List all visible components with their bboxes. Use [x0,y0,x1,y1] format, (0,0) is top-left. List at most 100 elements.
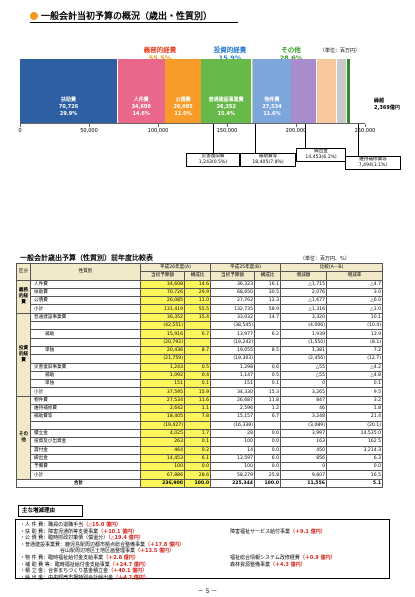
cell-value: 1.8 [326,404,384,414]
cell-value: 3,265 [280,387,328,397]
callout-disaster: 災害復旧費 1,243(0.5%) [186,153,240,167]
group-cell: その他 [16,395,31,480]
cell-value: 1,147 [210,370,256,381]
table-row: 補助 15,916 6.7 13,977 6.2 1,939 13.9 [17,329,384,339]
cell-value: 2,596 [210,404,256,414]
cell-value: △4.2 [326,362,384,372]
cell-value: (21,759) [140,354,185,364]
table-row: 維持補修費 2,642 1.1 2,596 1.2 46 1.8 [17,404,384,414]
cell-value: 55.5 [183,304,212,314]
cell-value: 450 [280,445,328,455]
table-unit: （単位：百万円、%） [300,256,350,262]
cell-value: 58,279 [210,470,256,480]
cell-value: 15.9 [183,387,212,397]
cell-value: △55 [280,370,328,381]
reason-item: ・繰 出 金：中央卸売市場特別会計繰出金（＋4.2 億円） [20,574,149,581]
table-row: その他 物件費 27,534 11.6 26,687 11.8 847 3.2 [16,395,384,480]
x-tick-mark [20,124,21,127]
cell-value: 1.1 [183,404,212,414]
cell-name: 小計 [30,304,141,314]
subheader-amount: 当初予算額 [140,271,185,281]
table-row: (21,759) (19,303) (2,456) (12.7) [17,354,384,364]
cell-value: 11,556 [280,478,328,489]
cell-value: 11.8 [254,395,282,406]
table-row: 投資的経費 普通建設事業費 36,352 15.4 33,032 14.7 3,320 10.… [16,312,384,397]
cell-value: 0.0 [254,437,282,447]
category-investment: 投資的経費 15.9% [200,46,260,62]
cell-name: 補助 [30,370,141,381]
bar-segment [291,59,317,123]
cell-value: 225,344 [210,478,256,489]
cell-value: 15,157 [210,412,256,422]
cell-value: 100 [210,437,256,447]
cell-value: 3.2 [326,395,384,406]
cell-value: 3,248 [280,412,328,422]
cell-value: 34,330 [210,387,256,397]
bar-segment: 普通建設事業費 36,352 15.4% [201,59,251,123]
x-tick-label: 100,000 [147,128,169,134]
cell-value: △4.7 [326,279,384,289]
table-body: 義務的経費 人件費 34,608 14.6 36,323 16.1 △1,715 △4.7 扶助… [16,279,384,489]
callout-maintenance: 維持補修費等 7,494(3.1%) [345,156,401,170]
cell-value: 13,597 [210,453,256,464]
table-row: 積立金 4,025 1.7 28 0.0 3,997 14,535.0 [17,428,384,439]
bar-segment: 物件費 27,534 11.6% [253,59,291,123]
cell-value: 0.4 [183,370,212,381]
cell-value: 6.3 [326,453,384,464]
cell-name: 繰出金 [30,453,141,464]
cell-value: 14,453 [140,453,185,464]
cell-name: 扶助費 [30,287,141,298]
bar-segment: 扶助費 70,726 29.9% [20,59,118,123]
cell-value: 0.1 [183,437,212,447]
x-tick-mark [296,124,297,127]
x-axis [20,123,365,124]
table-row: 投資及び出資金 263 0.1 100 0.0 163 162.5 [17,437,384,447]
cell-value: 20,436 [140,345,185,356]
cell-value: 163 [280,437,328,447]
cell-value: 14.6 [183,279,212,289]
bar-segment [316,59,337,123]
cell-value: 0.0 [183,462,212,472]
cell-value: 68,650 [210,287,256,298]
cell-value: 464 [140,445,185,455]
cell-value: 0 [280,462,328,472]
cell-value: 6.7 [183,329,212,339]
cell-name [30,337,141,347]
cell-value: 25.8 [254,470,282,480]
segment-label: 扶助費 70,726 29.9% [58,97,79,117]
cell-name: 公債費 [30,296,141,306]
cell-value: 5.1 [326,478,384,489]
header-seishitsu: 性質別 [30,263,141,281]
cell-value: 100.0 [183,478,212,489]
cell-value: (42,551) [140,321,185,331]
cell-value: 0 [280,379,328,389]
table-row: 貸付金 464 0.2 14 0.0 450 3,214.3 [17,445,384,455]
cell-value: (19,303) [210,354,256,364]
subheader-rate: 増減率 [326,271,384,281]
subheader-diff: 増減額 [280,271,328,281]
table-row: (20,792) (19,242) (1,550) (8.1) [17,337,384,347]
reason-item: ・普通建設事業費：鹿児島駅周辺都市拠点総合整備事業（＋17.8 億円） [20,541,185,548]
x-tick-mark [89,124,90,127]
subheader-ratio: 構成比 [183,271,212,281]
cell-name [30,321,141,331]
reason-item: ・物 件 費：臨時福祉給付金支給事業（＋2.8 億円） 福祉総合情報システム改修経… [20,554,336,561]
cell-value [183,420,212,430]
cell-name: 維持補修費 [30,404,141,414]
cell-value: 14.7 [254,312,282,323]
cell-value: 30.5 [254,287,282,298]
cell-value: 7.8 [183,412,212,422]
table-row: 小計 131,419 55.5 132,735 58.9 △1,316 △1.0 [17,304,384,314]
cell-value: 21.4 [326,412,384,422]
page-number: － 5 － [197,588,218,595]
cell-value: △55 [280,362,328,372]
table-header-row: 区分 性質別 平成26年度(A) 平成25年度(B) 比較(A－B) [16,262,384,281]
budget-table: 区分 性質別 平成26年度(A) 平成25年度(B) 比較(A－B) 当初予算額… [16,262,384,489]
header-compare: 比較(A－B) [280,262,384,273]
chart-unit: （単位：百万円） [320,48,361,54]
cell-value: △1,715 [280,279,328,289]
reason-item: 谷山駅周辺地区土地区画整理事業（＋13.5 億円） [20,548,175,555]
cell-value: 34,608 [140,279,185,289]
cell-value: 29.9 [183,287,212,298]
cell-value: 33,032 [210,312,256,323]
